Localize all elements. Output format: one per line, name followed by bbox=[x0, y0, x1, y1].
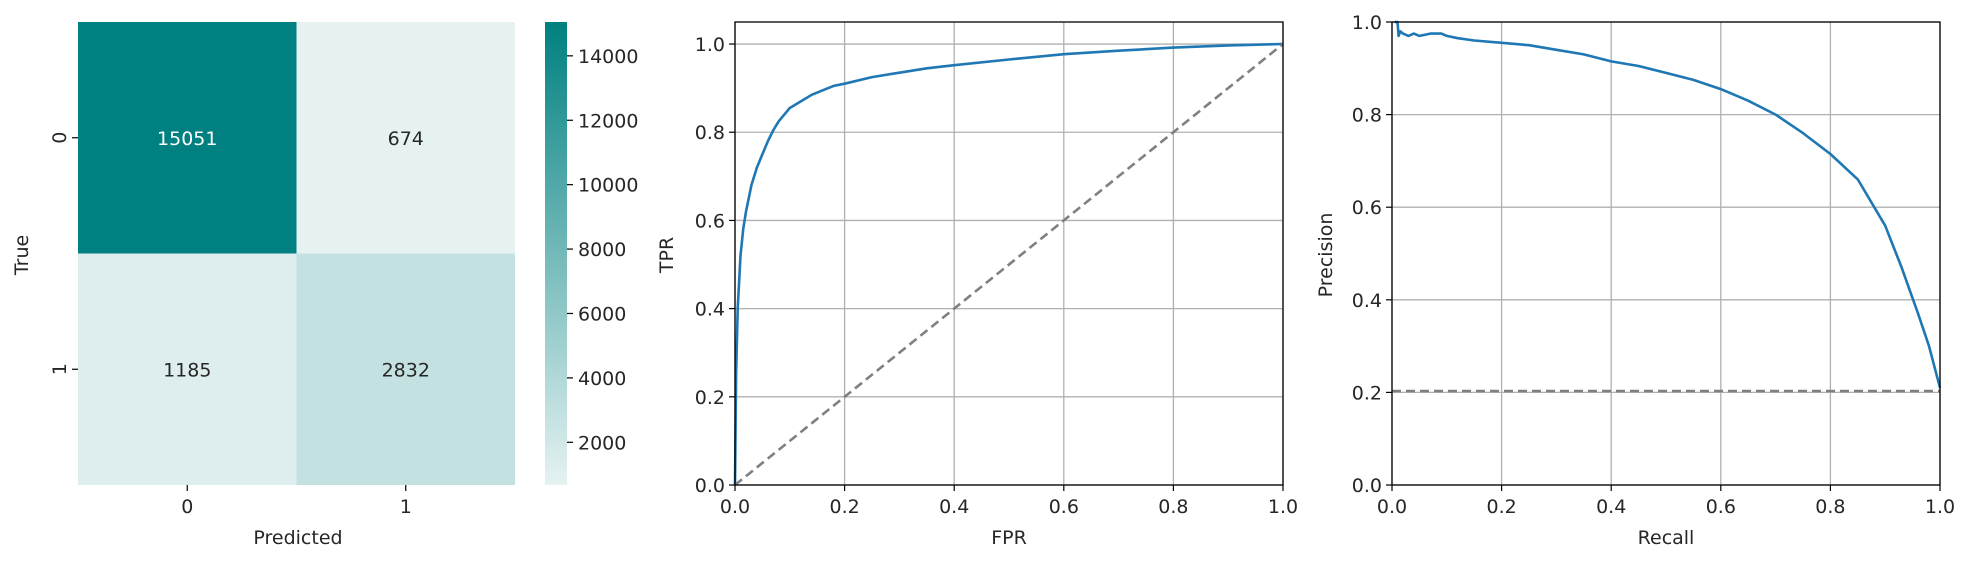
heatmap-cell bbox=[78, 22, 297, 254]
heatmap-y-tick-label: 1 bbox=[49, 363, 71, 375]
pr-x-tick-label: 1.0 bbox=[1925, 496, 1955, 518]
heatmap-x-tick-label: 0 bbox=[181, 496, 193, 518]
pr-series bbox=[1392, 20, 1942, 393]
colorbar-tick-label: 10000 bbox=[578, 175, 638, 197]
heatmap-cell bbox=[296, 253, 515, 485]
roc-x-tick-label: 0.6 bbox=[1049, 496, 1079, 518]
roc-y-tick-label: 0.2 bbox=[695, 387, 725, 409]
pr-y-tick-label: 0.0 bbox=[1352, 475, 1382, 497]
pr-y-tick-label: 0.4 bbox=[1352, 290, 1382, 312]
heatmap-cell bbox=[78, 253, 297, 485]
heatmap-y-axis-label: True bbox=[11, 235, 33, 276]
heatmap-y-ticks: 01 bbox=[49, 132, 78, 375]
heatmap-x-tick-label: 1 bbox=[400, 496, 412, 518]
pr-y-tick-label: 0.8 bbox=[1352, 105, 1382, 127]
pr-y-tick-label: 0.6 bbox=[1352, 197, 1382, 219]
colorbar-tick-label: 2000 bbox=[578, 432, 626, 454]
pr-x-tick-label: 0.2 bbox=[1486, 496, 1516, 518]
heatmap-cell-value: 15051 bbox=[157, 128, 217, 150]
colorbar-tick-label: 12000 bbox=[578, 110, 638, 132]
colorbar-tick-label: 8000 bbox=[578, 239, 626, 261]
heatmap-cell-value: 2832 bbox=[382, 359, 430, 381]
roc-panel: 0.0 0.2 0.4 0.6 0.8 1.0 0.0 0.2 0.4 0.6 0.8 1.0 FPR… bbox=[656, 21, 1298, 549]
pr-curve-line bbox=[1394, 20, 1942, 389]
pr-y-tick-label: 1.0 bbox=[1352, 12, 1382, 34]
pr-x-tick-label: 0.0 bbox=[1377, 496, 1407, 518]
pr-y-axis-label: Precision bbox=[1315, 213, 1337, 298]
pr-y-tick-label: 0.2 bbox=[1352, 382, 1382, 404]
roc-y-tick-label: 1.0 bbox=[695, 34, 725, 56]
pr-x-tick-label: 0.4 bbox=[1596, 496, 1626, 518]
pr-x-tick-label: 0.8 bbox=[1815, 496, 1845, 518]
pr-axes-frame bbox=[1391, 21, 1941, 486]
roc-x-tick-label: 0.2 bbox=[829, 496, 859, 518]
roc-x-tick-label: 1.0 bbox=[1268, 496, 1298, 518]
colorbar-ticks: 2000 4000 6000 8000 10000 12000 14000 bbox=[567, 46, 638, 454]
roc-curve-line bbox=[733, 42, 1284, 486]
roc-y-axis-label: TPR bbox=[656, 237, 678, 274]
colorbar-gradient bbox=[545, 22, 567, 485]
heatmap-cell bbox=[296, 22, 515, 254]
roc-y-tick-label: 0.0 bbox=[695, 475, 725, 497]
pr-gridlines bbox=[1391, 21, 1941, 486]
roc-baseline-line bbox=[734, 42, 1284, 487]
pr-ticks: 0.0 0.2 0.4 0.6 0.8 1.0 0.0 0.2 0.4 0.6 0.8 1.0 bbox=[1352, 12, 1955, 518]
colorbar: 2000 4000 6000 8000 10000 12000 14000 bbox=[545, 22, 638, 485]
colorbar-tick-label: 4000 bbox=[578, 368, 626, 390]
roc-x-tick-label: 0.4 bbox=[939, 496, 969, 518]
heatmap-x-axis-label: Predicted bbox=[253, 527, 342, 549]
roc-series bbox=[733, 42, 1284, 487]
heatmap-cell-value: 1185 bbox=[163, 359, 211, 381]
heatmap-y-tick-label: 0 bbox=[49, 132, 71, 144]
heatmap-cell-value: 674 bbox=[388, 128, 424, 150]
roc-y-tick-label: 0.4 bbox=[695, 299, 725, 321]
pr-x-tick-label: 0.6 bbox=[1706, 496, 1736, 518]
roc-x-tick-label: 0.8 bbox=[1158, 496, 1188, 518]
roc-axes-frame bbox=[734, 21, 1284, 486]
roc-x-tick-label: 0.0 bbox=[720, 496, 750, 518]
heatmap-cells: 15051 674 1185 2832 bbox=[78, 22, 515, 485]
pr-panel: 0.0 0.2 0.4 0.6 0.8 1.0 0.0 0.2 0.4 0.6 0.8 1.0 Rec… bbox=[1315, 12, 1955, 549]
roc-y-tick-label: 0.6 bbox=[695, 210, 725, 232]
pr-x-axis-label: Recall bbox=[1638, 527, 1695, 549]
roc-y-tick-label: 0.8 bbox=[695, 122, 725, 144]
roc-x-axis-label: FPR bbox=[991, 527, 1027, 549]
colorbar-tick-label: 6000 bbox=[578, 303, 626, 325]
colorbar-tick-label: 14000 bbox=[578, 46, 638, 68]
roc-ticks: 0.0 0.2 0.4 0.6 0.8 1.0 0.0 0.2 0.4 0.6 0.8 1.0 bbox=[695, 34, 1298, 518]
